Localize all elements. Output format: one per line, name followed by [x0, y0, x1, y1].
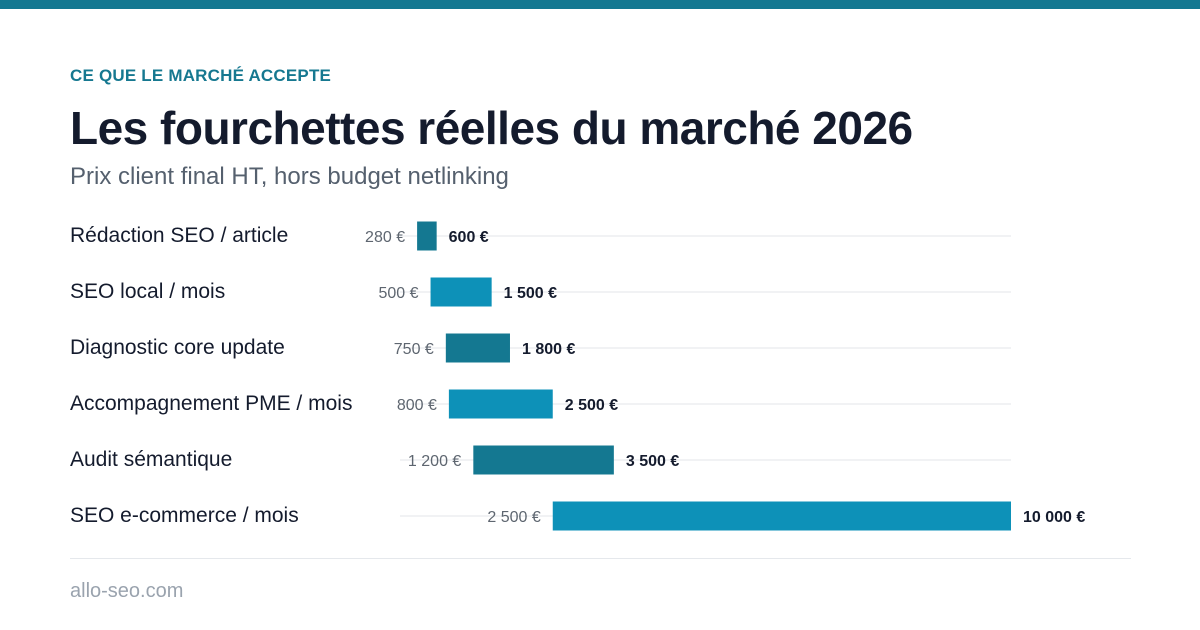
category-label: Audit sémantique: [70, 448, 233, 471]
min-value-label: 2 500 €: [487, 509, 540, 526]
kicker-label: CE QUE LE MARCHÉ ACCEPTE: [70, 66, 332, 85]
category-label: SEO e-commerce / mois: [70, 504, 299, 527]
max-value-label: 1 800 €: [522, 341, 575, 358]
category-label: Accompagnement PME / mois: [70, 392, 353, 415]
min-value-label: 750 €: [394, 341, 434, 358]
max-value-label: 10 000 €: [1023, 509, 1085, 526]
category-label: SEO local / mois: [70, 280, 226, 303]
range-bar: [430, 277, 492, 307]
max-value-label: 3 500 €: [626, 453, 679, 470]
min-value-label: 280 €: [365, 229, 405, 246]
range-bar: [417, 221, 437, 251]
page-subtitle: Prix client final HT, hors budget netlin…: [70, 163, 509, 190]
max-value-label: 600 €: [449, 229, 489, 246]
min-value-label: 1 200 €: [408, 453, 461, 470]
footer-divider: [70, 558, 1131, 559]
page-title: Les fourchettes réelles du marché 2026: [70, 102, 913, 154]
top-accent-bar: [0, 0, 1200, 9]
max-value-label: 1 500 €: [504, 285, 557, 302]
range-bar: [448, 389, 553, 419]
range-bar: [445, 333, 510, 363]
footer-site: allo-seo.com: [70, 580, 184, 602]
range-bar: [552, 501, 1011, 531]
category-label: Diagnostic core update: [70, 336, 285, 359]
category-label: Rédaction SEO / article: [70, 224, 289, 247]
range-bar: [473, 445, 614, 475]
min-value-label: 800 €: [397, 397, 437, 414]
min-value-label: 500 €: [379, 285, 419, 302]
max-value-label: 2 500 €: [565, 397, 618, 414]
